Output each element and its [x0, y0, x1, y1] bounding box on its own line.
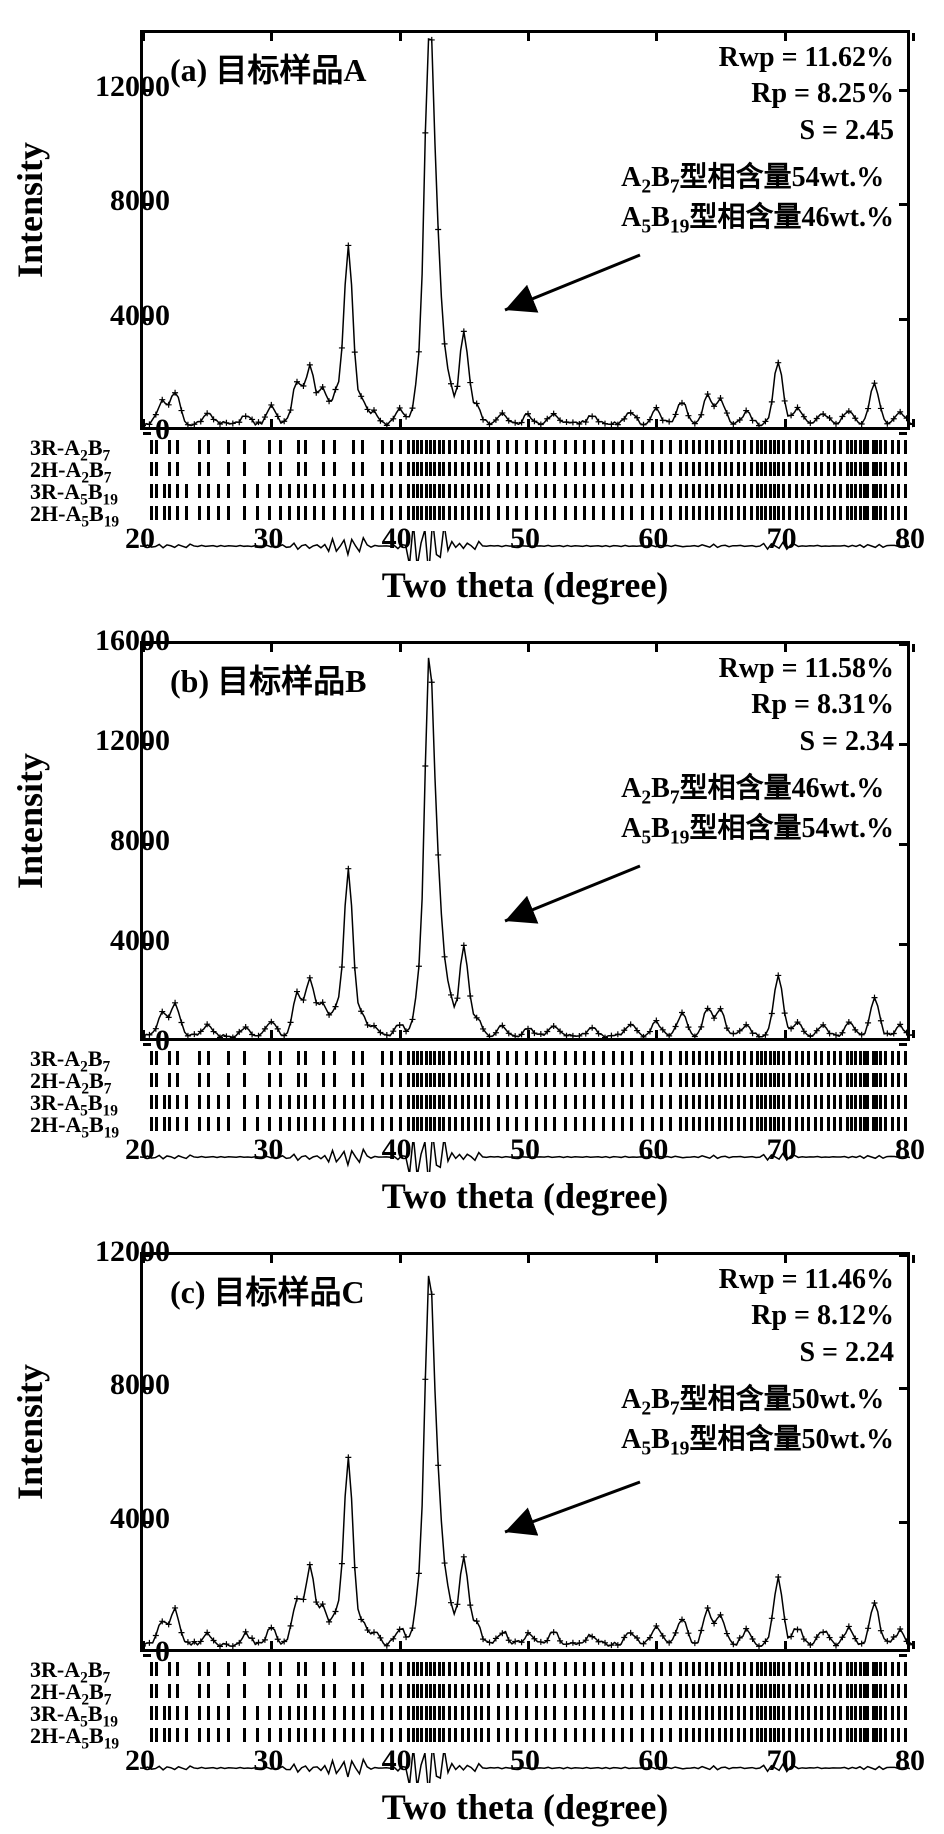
difference-curve: [140, 1142, 910, 1172]
y-axis-label: Intensity: [9, 753, 51, 889]
xrd-panel-a: IntensityTwo theta (degree)0400080001200…: [0, 0, 944, 611]
bragg-ticks-row: [140, 504, 910, 522]
y-axis-label: Intensity: [9, 142, 51, 278]
bragg-ticks-row: [140, 1704, 910, 1722]
bragg-ticks-row: [140, 1071, 910, 1089]
annotation-arrow: [140, 30, 910, 430]
bragg-ticks-row: [140, 1682, 910, 1700]
bragg-ticks-row: [140, 482, 910, 500]
phase-label: 2H-A5B19: [30, 501, 119, 531]
bragg-ticks-row: [140, 1660, 910, 1678]
x-axis-label: Two theta (degree): [382, 564, 669, 606]
bragg-ticks-row: [140, 1093, 910, 1111]
x-axis-label: Two theta (degree): [382, 1786, 669, 1828]
bragg-ticks-row: [140, 1115, 910, 1133]
annotation-arrow: [140, 641, 910, 1041]
bragg-ticks-row: [140, 438, 910, 456]
difference-curve: [140, 531, 910, 561]
bragg-ticks-row: [140, 1726, 910, 1744]
difference-curve: [140, 1753, 910, 1783]
phase-label: 2H-A5B19: [30, 1723, 119, 1753]
bragg-ticks-row: [140, 1049, 910, 1067]
phase-label: 2H-A5B19: [30, 1112, 119, 1142]
xrd-panel-c: IntensityTwo theta (degree)0400080001200…: [0, 1222, 944, 1833]
annotation-arrow: [140, 1252, 910, 1652]
y-axis-label: Intensity: [9, 1364, 51, 1500]
x-axis-label: Two theta (degree): [382, 1175, 669, 1217]
xrd-panel-b: IntensityTwo theta (degree)0400080001200…: [0, 611, 944, 1222]
bragg-ticks-row: [140, 460, 910, 478]
